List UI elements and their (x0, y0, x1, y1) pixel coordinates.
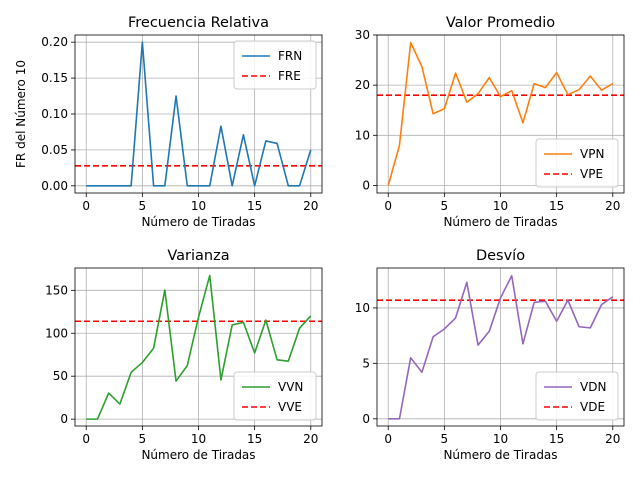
x-axis-label: Número de Tiradas (443, 215, 557, 229)
x-axis-label: Número de Tiradas (443, 448, 557, 462)
x-tick-label: 10 (493, 432, 508, 446)
y-tick-label: 150 (45, 283, 68, 297)
legend: VPN VPE (535, 138, 619, 188)
x-tick-label: 20 (605, 432, 620, 446)
legend-label-vpe: VPE (580, 167, 603, 181)
legend-box (233, 371, 317, 421)
x-tick-label: 0 (384, 199, 392, 213)
x-tick-label: 5 (139, 432, 147, 446)
x-tick-label: 15 (247, 432, 262, 446)
y-tick-label: 0.15 (41, 71, 68, 85)
series-line-vvn (86, 274, 312, 420)
legend-label-vvn: VVN (278, 380, 303, 394)
chart-title: Valor Promedio (446, 15, 555, 31)
legend-box (535, 138, 619, 188)
series-line-frn (86, 41, 312, 187)
legend: VVN VVE (233, 371, 317, 421)
x-tick-label: 5 (139, 199, 147, 213)
x-tick-label: 20 (605, 199, 620, 213)
y-tick-label: 0 (60, 412, 68, 426)
y-tick-label: 0.00 (41, 179, 68, 193)
chart-title: Desvío (476, 248, 525, 264)
y-tick-label: 0 (362, 178, 370, 192)
y-tick-label: 0 (362, 412, 370, 426)
y-tick-label: 5 (362, 356, 370, 370)
x-tick-label: 0 (82, 199, 90, 213)
x-axis-label: Número de Tiradas (141, 448, 255, 462)
legend-label-vde: VDE (580, 400, 605, 414)
legend: FRN FRE (233, 40, 317, 90)
series-line-vdn (388, 274, 614, 420)
legend-label-vpn: VPN (580, 147, 604, 161)
subplot-1: 0 5 10 15 20 0.00 0.05 0.10 0.15 0.20 Frecuencia R… (14, 15, 323, 229)
legend-label-fre: FRE (278, 69, 301, 83)
y-tick-label: 30 (355, 28, 370, 42)
y-tick-label: 50 (53, 369, 68, 383)
x-tick-label: 5 (441, 432, 449, 446)
legend-label-vve: VVE (278, 400, 302, 414)
subplot-3: 0 5 10 15 20 0 50 100 150 Varianza Número de Tirad… (45, 248, 323, 462)
x-tick-label: 10 (191, 432, 206, 446)
y-tick-label: 0.10 (41, 107, 68, 121)
x-tick-label: 15 (549, 432, 564, 446)
legend-box (535, 371, 619, 421)
y-tick-label: 100 (45, 326, 68, 340)
x-tick-label: 15 (247, 199, 262, 213)
x-tick-label: 20 (303, 432, 318, 446)
x-tick-label: 5 (441, 199, 449, 213)
legend-box (233, 40, 317, 90)
y-tick-label: 0.05 (41, 143, 68, 157)
x-axis-label: Número de Tiradas (141, 215, 255, 229)
legend-label-frn: FRN (278, 49, 302, 63)
y-tick-label: 20 (355, 78, 370, 92)
series-line-vpn (387, 41, 614, 186)
x-tick-label: 0 (82, 432, 90, 446)
legend: VDN VDE (535, 371, 619, 421)
x-tick-label: 15 (549, 199, 564, 213)
y-tick-label: 0.20 (41, 35, 68, 49)
chart-title: Frecuencia Relativa (128, 15, 269, 31)
y-tick-label: 10 (355, 301, 370, 315)
legend-label-vdn: VDN (580, 380, 606, 394)
y-axis-label: FR del Número 10 (14, 60, 28, 168)
x-tick-label: 20 (303, 199, 318, 213)
y-tick-label: 10 (355, 128, 370, 142)
subplot-2: 0 5 10 15 20 0 10 20 30 Valor Promedio Número de T… (355, 15, 625, 229)
chart-title: Varianza (167, 248, 229, 264)
x-tick-label: 10 (191, 199, 206, 213)
x-tick-label: 0 (384, 432, 392, 446)
x-tick-label: 10 (493, 199, 508, 213)
